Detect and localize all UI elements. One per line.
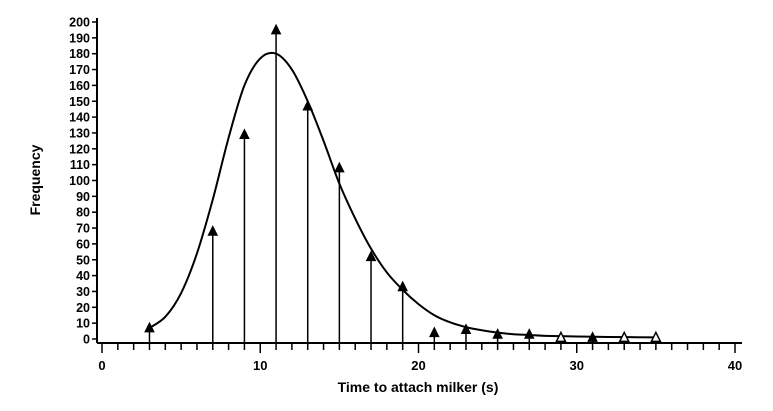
observed-triangle-marker [239,128,250,140]
y-tick-label: 70 [76,222,90,236]
y-tick-label: 170 [69,63,90,77]
observed-triangle-marker [334,161,345,173]
observed-triangle-marker [302,99,314,111]
y-tick-label: 80 [76,206,90,220]
observed-triangle-marker [207,225,219,236]
y-tick-label: 200 [69,16,90,30]
observed-open-triangle-marker [555,330,567,343]
marks [144,23,662,343]
y-tick-label: 130 [69,126,90,140]
observed-triangle-marker [144,321,155,333]
y-tick-label: 180 [69,47,90,61]
y-tick-label: 0 [83,333,90,347]
observed-triangle-marker [270,23,282,35]
y-tick-label: 120 [69,142,90,156]
y-tick-label: 40 [76,269,90,283]
x-tick-label: 30 [570,358,584,373]
observed-triangle-marker [460,323,472,334]
y-axis-label: Frequency [27,144,43,215]
y-tick-label: 30 [76,285,90,299]
fitted-curve [148,51,656,339]
y-tick-label: 20 [76,301,90,315]
observed-triangle-marker [397,280,408,292]
x-tick-label: 40 [728,358,742,373]
y-tick-label: 90 [76,190,90,204]
x-axis-label: Time to attach milker (s) [338,379,499,395]
observed-open-triangle-marker [650,330,662,343]
y-tick-label: 140 [69,111,90,125]
observed-triangle-marker [523,328,535,339]
y-tick-label: 150 [69,95,90,109]
y-tick-label: 50 [76,253,90,267]
x-tick-label: 20 [411,358,425,373]
y-tick-label: 10 [76,317,90,331]
observed-triangle-marker [587,331,598,342]
observed-triangle-marker [492,328,503,339]
y-tick-label: 60 [76,237,90,251]
observed-open-triangle-marker [618,330,630,343]
observed-triangle-marker [365,250,377,262]
y-tick-label: 100 [69,174,90,188]
x-tick-label: 0 [98,358,105,373]
y-tick-label: 160 [69,79,90,93]
x-tick-label: 10 [253,358,267,373]
y-tick-label: 110 [70,158,90,172]
observed-triangle-marker [429,326,440,338]
y-tick-label: 190 [69,31,90,45]
